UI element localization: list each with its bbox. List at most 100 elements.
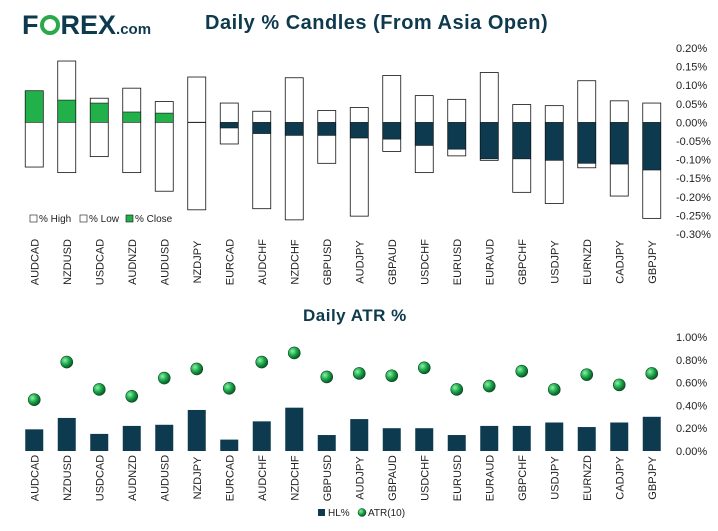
atr10-marker bbox=[320, 370, 334, 384]
atr-y-tick-label: 1.00% bbox=[676, 332, 707, 344]
logo-text-rex: REX bbox=[60, 10, 117, 40]
atr10-marker bbox=[157, 371, 171, 385]
atr10-marker bbox=[125, 389, 139, 403]
atr-x-tick-label: EURUSD bbox=[452, 455, 464, 502]
candle-close-bar bbox=[414, 122, 434, 146]
candle-x-tick-label: USDJPY bbox=[549, 240, 561, 284]
atr-hl-bar bbox=[25, 429, 44, 451]
forex-logo: F REX.com bbox=[22, 10, 151, 41]
atr10-marker bbox=[255, 355, 269, 369]
candle-x-tick-label: AUDJPY bbox=[354, 240, 366, 284]
atr-x-tick-label: USDCAD bbox=[94, 455, 106, 502]
atr10-marker bbox=[515, 364, 529, 378]
atr-x-tick-label: NZDUSD bbox=[62, 455, 74, 501]
atr-x-tick-label: AUDUSD bbox=[159, 455, 171, 502]
candle-close-bar bbox=[154, 112, 174, 123]
candle-x-tick-label: GBPCHF bbox=[517, 239, 529, 285]
atr-y-tick-label: 0.60% bbox=[676, 378, 707, 390]
atr10-marker bbox=[385, 369, 399, 383]
atr-hl-bar bbox=[122, 425, 141, 451]
candle-x-tick-label: AUDCHF bbox=[257, 239, 269, 285]
atr-hl-bar bbox=[317, 435, 336, 451]
atr-hl-bar bbox=[220, 439, 239, 451]
atr-x-tick-label: GBPJPY bbox=[647, 456, 659, 500]
atr-hl-bar bbox=[480, 425, 499, 451]
candle-x-tick-label: CADJPY bbox=[614, 240, 626, 284]
atr-hl-bar bbox=[285, 407, 304, 451]
candle-close-bar bbox=[122, 111, 142, 123]
atr-legend-label: ATR(10) bbox=[368, 508, 405, 519]
atr-x-tick-label: GBPCHF bbox=[517, 455, 529, 501]
atr-legend-swatch bbox=[357, 508, 367, 517]
candle-range-bar bbox=[382, 75, 402, 152]
candle-close-bar bbox=[349, 122, 369, 139]
atr-legend-label: HL% bbox=[328, 508, 350, 519]
atr10-marker bbox=[482, 379, 496, 393]
atr10-marker bbox=[222, 381, 236, 395]
candle-close-bar bbox=[219, 122, 239, 129]
candle-x-tick-label: NZDCHF bbox=[289, 239, 301, 284]
atr10-marker bbox=[645, 367, 659, 380]
candle-y-tick-label: -0.10% bbox=[676, 155, 711, 167]
atr-y-tick-label: 0.80% bbox=[676, 355, 707, 367]
atr-hl-bar bbox=[252, 421, 271, 451]
atr-hl-bar bbox=[90, 433, 109, 451]
atr10-marker bbox=[612, 378, 626, 392]
candle-range-bar bbox=[317, 110, 337, 164]
candle-legend-label: % High bbox=[39, 214, 71, 225]
candle-range-bar bbox=[122, 87, 142, 174]
atr-x-tick-label: EURAUD bbox=[484, 455, 496, 502]
candle-legend-swatch bbox=[125, 214, 134, 223]
atr-x-tick-label: AUDJPY bbox=[354, 456, 366, 500]
forex-o-ring-icon bbox=[39, 15, 60, 35]
atr-hl-bar bbox=[57, 417, 76, 451]
atr10-marker bbox=[547, 383, 561, 396]
logo-domain: .com bbox=[116, 21, 152, 38]
atr-hl-bar bbox=[577, 427, 596, 451]
candle-x-tick-label: EURNZD bbox=[582, 239, 594, 285]
candle-close-bar bbox=[89, 102, 109, 123]
candle-x-tick-label: EURAUD bbox=[484, 239, 496, 286]
atr-x-tick-label: GBPAUD bbox=[387, 455, 399, 501]
atr-x-tick-label: NZDCHF bbox=[289, 455, 301, 500]
candle-y-tick-label: 0.15% bbox=[676, 62, 707, 74]
candle-close-bar bbox=[609, 122, 629, 165]
atr-x-tick-label: GBPUSD bbox=[322, 455, 334, 502]
candle-close-bar bbox=[479, 122, 499, 160]
atr-x-tick-label: USDJPY bbox=[549, 456, 561, 500]
candle-close-bar bbox=[447, 122, 467, 150]
candle-close-bar bbox=[577, 122, 597, 164]
candle-x-tick-label: USDCAD bbox=[94, 239, 106, 286]
atr10-marker bbox=[352, 367, 366, 380]
candle-range-bar bbox=[252, 110, 272, 210]
candle-y-tick-label: 0.10% bbox=[676, 80, 707, 92]
atr-hl-bar bbox=[187, 409, 206, 451]
candle-x-tick-label: EURCAD bbox=[224, 239, 236, 286]
atr-x-tick-label: AUDCAD bbox=[29, 455, 41, 502]
candle-range-bar bbox=[187, 76, 207, 211]
candle-x-tick-label: GBPAUD bbox=[387, 239, 399, 285]
atr-hl-bar bbox=[642, 416, 661, 451]
candle-y-tick-label: -0.15% bbox=[676, 173, 711, 185]
logo-text-f: F bbox=[22, 10, 39, 40]
candle-range-bar bbox=[284, 77, 304, 221]
atr-x-tick-label: CADJPY bbox=[614, 456, 626, 500]
atr-hl-bar bbox=[447, 435, 466, 451]
atr10-marker bbox=[190, 362, 204, 376]
atr10-marker bbox=[417, 361, 431, 375]
candle-close-bar bbox=[642, 122, 662, 171]
candle-close-bar bbox=[284, 122, 304, 136]
atr-hl-bar bbox=[545, 422, 564, 451]
candle-close-bar bbox=[24, 90, 44, 123]
candle-legend-label: % Low bbox=[89, 214, 120, 225]
candle-x-tick-label: AUDUSD bbox=[159, 239, 171, 286]
candle-close-bar bbox=[252, 122, 272, 134]
candle-close-bar bbox=[512, 122, 532, 160]
candle-y-tick-label: -0.30% bbox=[676, 229, 711, 241]
candle-x-tick-label: AUDCAD bbox=[29, 239, 41, 286]
atr-x-tick-label: NZDJPY bbox=[192, 456, 204, 499]
atr10-marker bbox=[92, 383, 106, 396]
atr-y-tick-label: 0.00% bbox=[676, 446, 707, 458]
candle-range-bar bbox=[154, 101, 174, 192]
